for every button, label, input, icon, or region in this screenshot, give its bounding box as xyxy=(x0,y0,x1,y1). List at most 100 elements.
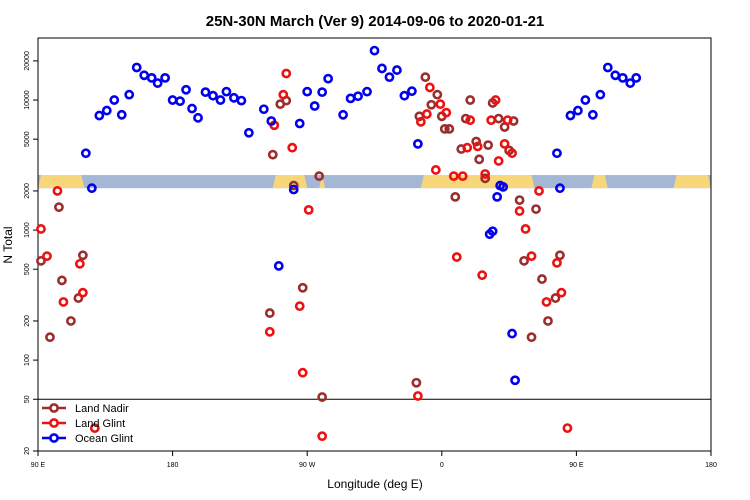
data-point xyxy=(66,316,76,326)
data-point xyxy=(309,101,320,111)
data-point xyxy=(57,275,67,286)
data-point xyxy=(472,141,483,152)
series-land-glint xyxy=(36,68,573,442)
data-point xyxy=(101,105,112,116)
data-point xyxy=(435,99,446,110)
data-point xyxy=(451,252,462,262)
data-point xyxy=(80,148,91,159)
data-point xyxy=(595,89,606,100)
data-point xyxy=(432,89,443,100)
data-point xyxy=(317,431,328,442)
data-point xyxy=(514,195,525,206)
data-point xyxy=(258,104,269,115)
band-land-segment xyxy=(673,175,711,189)
y-tick-label: 5000 xyxy=(24,131,31,147)
x-tick-label: 90 E xyxy=(569,462,584,469)
data-point xyxy=(412,391,423,401)
data-point xyxy=(507,328,517,339)
data-point xyxy=(483,140,494,151)
y-tick-label: 20 xyxy=(24,447,31,455)
axes: 90 E 180 90 W 0 90 E 180 20 50 100 200 500 1000 2000… xyxy=(24,37,717,469)
data-point xyxy=(152,78,163,88)
x-tick-label: 90 E xyxy=(31,462,46,469)
data-point xyxy=(426,99,437,110)
data-point xyxy=(465,115,476,126)
series-ocean-glint xyxy=(80,45,642,386)
data-point xyxy=(116,109,127,120)
data-point xyxy=(399,90,410,101)
data-point xyxy=(264,308,275,318)
data-point xyxy=(520,224,531,234)
legend-marker xyxy=(49,403,59,413)
data-point xyxy=(77,287,88,298)
data-point xyxy=(430,165,441,175)
plot-frame xyxy=(37,37,712,452)
data-point xyxy=(493,156,504,166)
data-point xyxy=(362,86,372,97)
data-point xyxy=(297,367,308,378)
y-tick-label: 2000 xyxy=(24,183,31,199)
data-point xyxy=(631,73,642,83)
data-point xyxy=(572,105,583,116)
data-point xyxy=(562,423,573,434)
data-point xyxy=(297,282,308,293)
data-point xyxy=(89,423,100,434)
data-point xyxy=(278,89,289,100)
data-point xyxy=(45,332,55,343)
y-tick-label: 200 xyxy=(24,315,31,327)
data-point xyxy=(587,109,598,120)
data-point xyxy=(353,91,363,102)
data-point xyxy=(338,109,348,120)
data-point xyxy=(36,224,46,234)
series-land-nadir xyxy=(36,72,565,402)
data-point xyxy=(236,95,247,106)
data-point xyxy=(124,89,135,100)
y-tick-label: 100 xyxy=(24,354,31,366)
data-point xyxy=(54,202,64,213)
data-point xyxy=(424,82,435,93)
data-point xyxy=(288,180,299,191)
data-point xyxy=(460,113,471,124)
data-point xyxy=(441,107,452,118)
data-point xyxy=(555,183,565,194)
data-point xyxy=(490,95,501,105)
data-point xyxy=(369,45,380,56)
data-point xyxy=(288,184,299,195)
data-point xyxy=(537,274,547,284)
data-point xyxy=(510,375,520,386)
data-point xyxy=(502,115,513,126)
data-point xyxy=(392,65,402,75)
legend-marker xyxy=(49,433,59,443)
data-point xyxy=(323,73,334,84)
data-points xyxy=(36,45,642,442)
data-point xyxy=(406,86,417,97)
data-point xyxy=(465,95,476,105)
data-point xyxy=(287,142,298,153)
data-point xyxy=(384,72,395,83)
data-point xyxy=(109,95,120,105)
data-point xyxy=(519,255,529,266)
y-tick-label: 1000 xyxy=(24,222,31,238)
y-tick-label: 500 xyxy=(24,263,31,275)
y-tick-label: 50 xyxy=(24,395,31,403)
y-tick-label: 20000 xyxy=(24,51,31,71)
data-point xyxy=(281,68,292,79)
data-point xyxy=(580,95,591,105)
data-point xyxy=(555,250,565,261)
data-point xyxy=(421,109,432,119)
data-point xyxy=(552,148,562,159)
data-point xyxy=(215,95,226,105)
data-point xyxy=(507,148,517,159)
data-point xyxy=(514,206,525,216)
data-point xyxy=(131,62,142,73)
band-ocean xyxy=(38,175,711,189)
data-point xyxy=(243,127,254,138)
legend-label: Ocean Glint xyxy=(75,433,133,445)
data-point xyxy=(541,297,552,307)
data-point xyxy=(550,293,561,303)
data-point xyxy=(175,96,185,107)
band-land-segment xyxy=(272,175,308,189)
data-point xyxy=(492,191,503,202)
y-axis-label: N Total xyxy=(1,226,15,263)
